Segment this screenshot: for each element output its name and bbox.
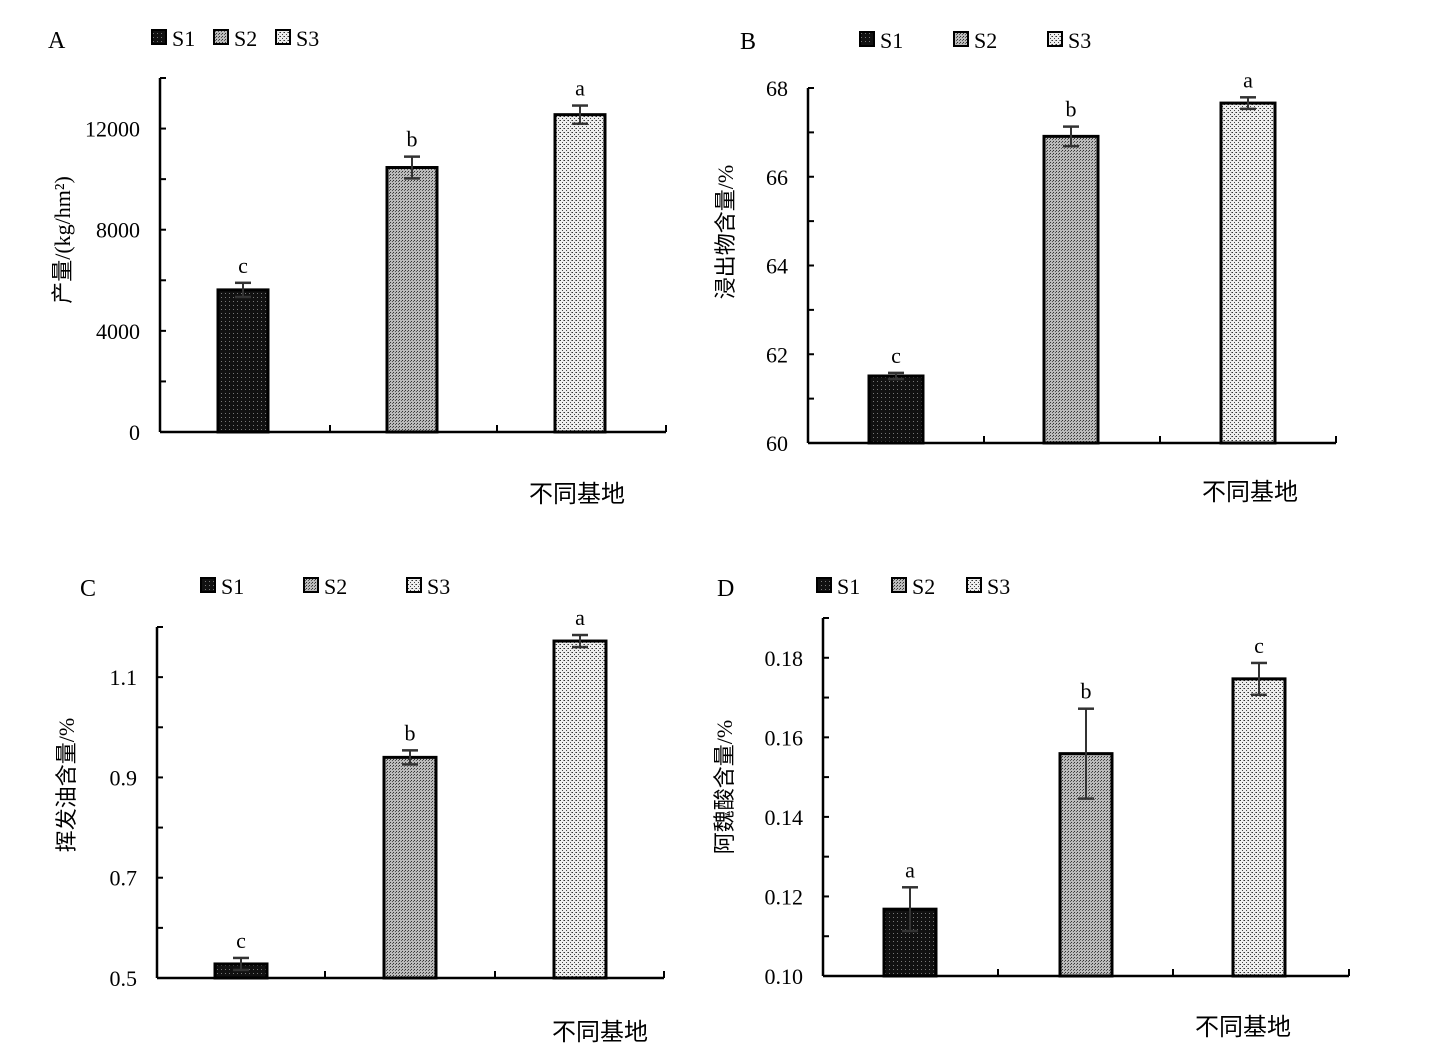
- legend-swatch-s3: [275, 29, 291, 45]
- y-tick-label: 66: [766, 165, 788, 190]
- y-axis-label: 挥发油含量/%: [54, 718, 79, 852]
- legend-swatch-s1: [816, 577, 832, 593]
- legend-label: S3: [987, 574, 1010, 599]
- panel-label: D: [717, 576, 734, 602]
- legend-swatch-s2: [213, 29, 229, 45]
- legend-swatch-s2: [891, 577, 907, 593]
- y-tick-label: 0.16: [765, 725, 804, 750]
- bar-s1: [216, 288, 270, 434]
- legend-swatch-s3: [406, 577, 422, 593]
- legend-label: S2: [912, 574, 935, 599]
- y-axis-label: 浸出物含量/%: [713, 165, 738, 299]
- y-tick-label: 0.5: [110, 966, 138, 991]
- y-axis-label: 阿魏酸含量/%: [712, 720, 737, 854]
- y-tick-label: 0.18: [765, 646, 804, 671]
- chart-panel-c: C S1 S2 S3 0.5 0.7 0.9 1.1 c b a 挥发油含量/% 不同基地: [54, 574, 665, 1046]
- x-axis-label: 不同基地: [1195, 1014, 1291, 1041]
- bar-s2: [382, 755, 438, 980]
- y-tick-label: 1.1: [110, 665, 138, 690]
- significance-letter: c: [1254, 633, 1264, 658]
- bar-s2: [385, 166, 439, 434]
- panel-label: A: [48, 28, 66, 54]
- legend-swatch-s1: [859, 31, 875, 47]
- y-tick-label: 62: [766, 342, 788, 367]
- x-axis-label: 不同基地: [552, 1019, 648, 1046]
- bar-s3: [1231, 677, 1287, 978]
- legend-label: S1: [221, 574, 244, 599]
- legend-swatch-s1: [200, 577, 216, 593]
- y-axis-label: 产量/(kg/hm²): [50, 176, 75, 304]
- chart-panel-b: B S1 S2 S3 60 62 64 66 68 c b a 浸出物含量/% 不同基地: [713, 28, 1337, 506]
- chart-panel-d: D S1 S2 S3 0.10 0.12 0.14 0.16 0.18 a b c 阿魏酸含量/% 不同基…: [712, 574, 1350, 1041]
- bar-s1: [867, 374, 925, 445]
- y-tick-label: 4000: [96, 319, 140, 344]
- legend-label: S1: [837, 574, 860, 599]
- significance-letter: c: [891, 343, 901, 368]
- y-tick-label: 0.12: [765, 884, 804, 909]
- legend-label: S3: [1068, 28, 1091, 53]
- legend-label: S2: [324, 574, 347, 599]
- significance-letter: a: [575, 76, 585, 101]
- bar-s3: [553, 113, 607, 434]
- significance-letter: c: [238, 253, 248, 278]
- panel-label: C: [80, 576, 96, 602]
- y-tick-label: 68: [766, 76, 788, 101]
- bar-s3: [1219, 101, 1277, 445]
- y-tick-label: 0: [129, 420, 140, 445]
- legend-label: S3: [427, 574, 450, 599]
- y-tick-label: 64: [766, 254, 788, 279]
- legend-swatch-s3: [966, 577, 982, 593]
- legend-label: S1: [172, 26, 195, 51]
- legend-swatch-s2: [303, 577, 319, 593]
- legend-label: S3: [296, 26, 319, 51]
- y-tick-label: 0.14: [765, 805, 804, 830]
- bar-s2: [1042, 134, 1100, 445]
- significance-letter: b: [405, 720, 416, 745]
- legend-label: S1: [880, 28, 903, 53]
- significance-letter: a: [1243, 67, 1253, 92]
- significance-letter: a: [905, 857, 915, 882]
- y-tick-label: 0.7: [110, 866, 138, 891]
- y-tick-label: 8000: [96, 218, 140, 243]
- y-tick-label: 12000: [85, 117, 140, 142]
- y-tick-label: 0.10: [765, 964, 804, 989]
- x-axis-label: 不同基地: [1202, 479, 1298, 506]
- significance-letter: b: [1081, 679, 1092, 704]
- legend-swatch-s3: [1047, 31, 1063, 47]
- significance-letter: c: [236, 928, 246, 953]
- significance-letter: b: [407, 127, 418, 152]
- legend-label: S2: [234, 26, 257, 51]
- y-tick-label: 60: [766, 431, 788, 456]
- y-tick-label: 0.9: [110, 765, 138, 790]
- significance-letter: a: [575, 605, 585, 630]
- x-axis-label: 不同基地: [529, 481, 625, 508]
- significance-letter: b: [1066, 97, 1077, 122]
- legend-swatch-s1: [151, 29, 167, 45]
- panel-label: B: [740, 29, 756, 55]
- legend-swatch-s2: [953, 31, 969, 47]
- bar-s3: [552, 639, 608, 980]
- chart-panel-a: A S1 S2 S3 0 4000 8000 12000 c b a 产量/(kg/hm²) 不同基地: [48, 26, 667, 508]
- legend-label: S2: [974, 28, 997, 53]
